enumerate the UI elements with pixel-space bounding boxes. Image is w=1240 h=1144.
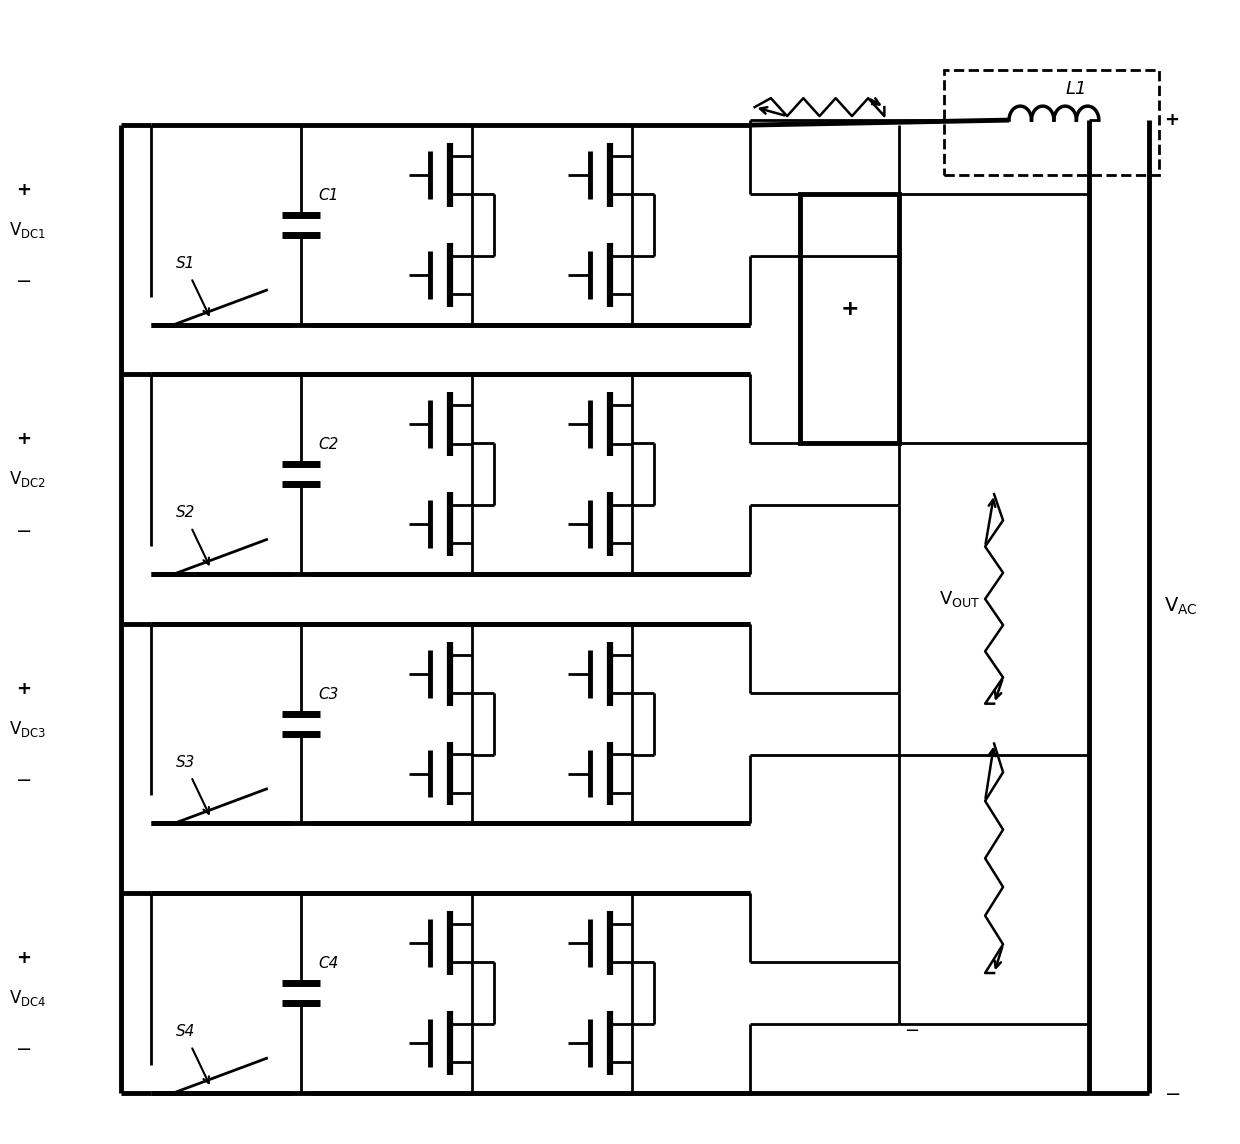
- Text: $-$: $-$: [15, 769, 31, 788]
- Text: C4: C4: [319, 956, 339, 971]
- Bar: [944, 70, 1158, 175]
- Text: $-$: $-$: [904, 1020, 919, 1038]
- Text: $-$: $-$: [1163, 1083, 1180, 1102]
- Text: S2: S2: [176, 506, 196, 521]
- Text: $-$: $-$: [15, 1039, 31, 1057]
- Bar: [800, 194, 899, 444]
- Text: +: +: [16, 950, 31, 967]
- Text: $\mathrm{V_{DC4}}$: $\mathrm{V_{DC4}}$: [10, 988, 47, 1008]
- Text: $\mathrm{V_{DC1}}$: $\mathrm{V_{DC1}}$: [10, 220, 46, 240]
- Text: $\mathrm{V_{DC3}}$: $\mathrm{V_{DC3}}$: [10, 718, 47, 739]
- Text: S1: S1: [176, 256, 196, 271]
- Text: $-$: $-$: [15, 270, 31, 289]
- Text: C1: C1: [319, 188, 339, 202]
- Text: +: +: [1163, 111, 1179, 129]
- Text: C3: C3: [319, 686, 339, 701]
- Text: $\mathrm{V_{AC}}$: $\mathrm{V_{AC}}$: [1163, 596, 1198, 617]
- Text: L1: L1: [1066, 80, 1087, 98]
- Text: +: +: [16, 181, 31, 199]
- Text: C2: C2: [319, 437, 339, 452]
- Text: $-$: $-$: [15, 519, 31, 539]
- Text: +: +: [16, 680, 31, 698]
- Text: +: +: [16, 430, 31, 448]
- Text: S4: S4: [176, 1024, 196, 1039]
- Text: $\mathrm{V_{DC2}}$: $\mathrm{V_{DC2}}$: [10, 469, 46, 490]
- Text: $\mathrm{V_{OUT}}$: $\mathrm{V_{OUT}}$: [939, 589, 981, 609]
- Text: +: +: [841, 299, 859, 319]
- Text: S3: S3: [176, 755, 196, 770]
